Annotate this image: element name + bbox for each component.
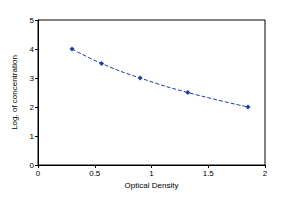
svg-text:Optical Density: Optical Density (125, 181, 179, 190)
svg-text:1: 1 (149, 169, 154, 178)
svg-text:Log. of concentration: Log. of concentration (10, 55, 19, 130)
svg-text:2: 2 (30, 103, 35, 112)
svg-text:0: 0 (36, 169, 41, 178)
svg-text:1: 1 (30, 132, 35, 141)
svg-text:0.5: 0.5 (89, 169, 101, 178)
svg-text:4: 4 (30, 45, 35, 54)
svg-text:5: 5 (30, 16, 35, 25)
svg-text:3: 3 (30, 74, 35, 83)
svg-text:0: 0 (30, 161, 35, 170)
svg-text:1.5: 1.5 (203, 169, 215, 178)
svg-text:2: 2 (263, 169, 268, 178)
